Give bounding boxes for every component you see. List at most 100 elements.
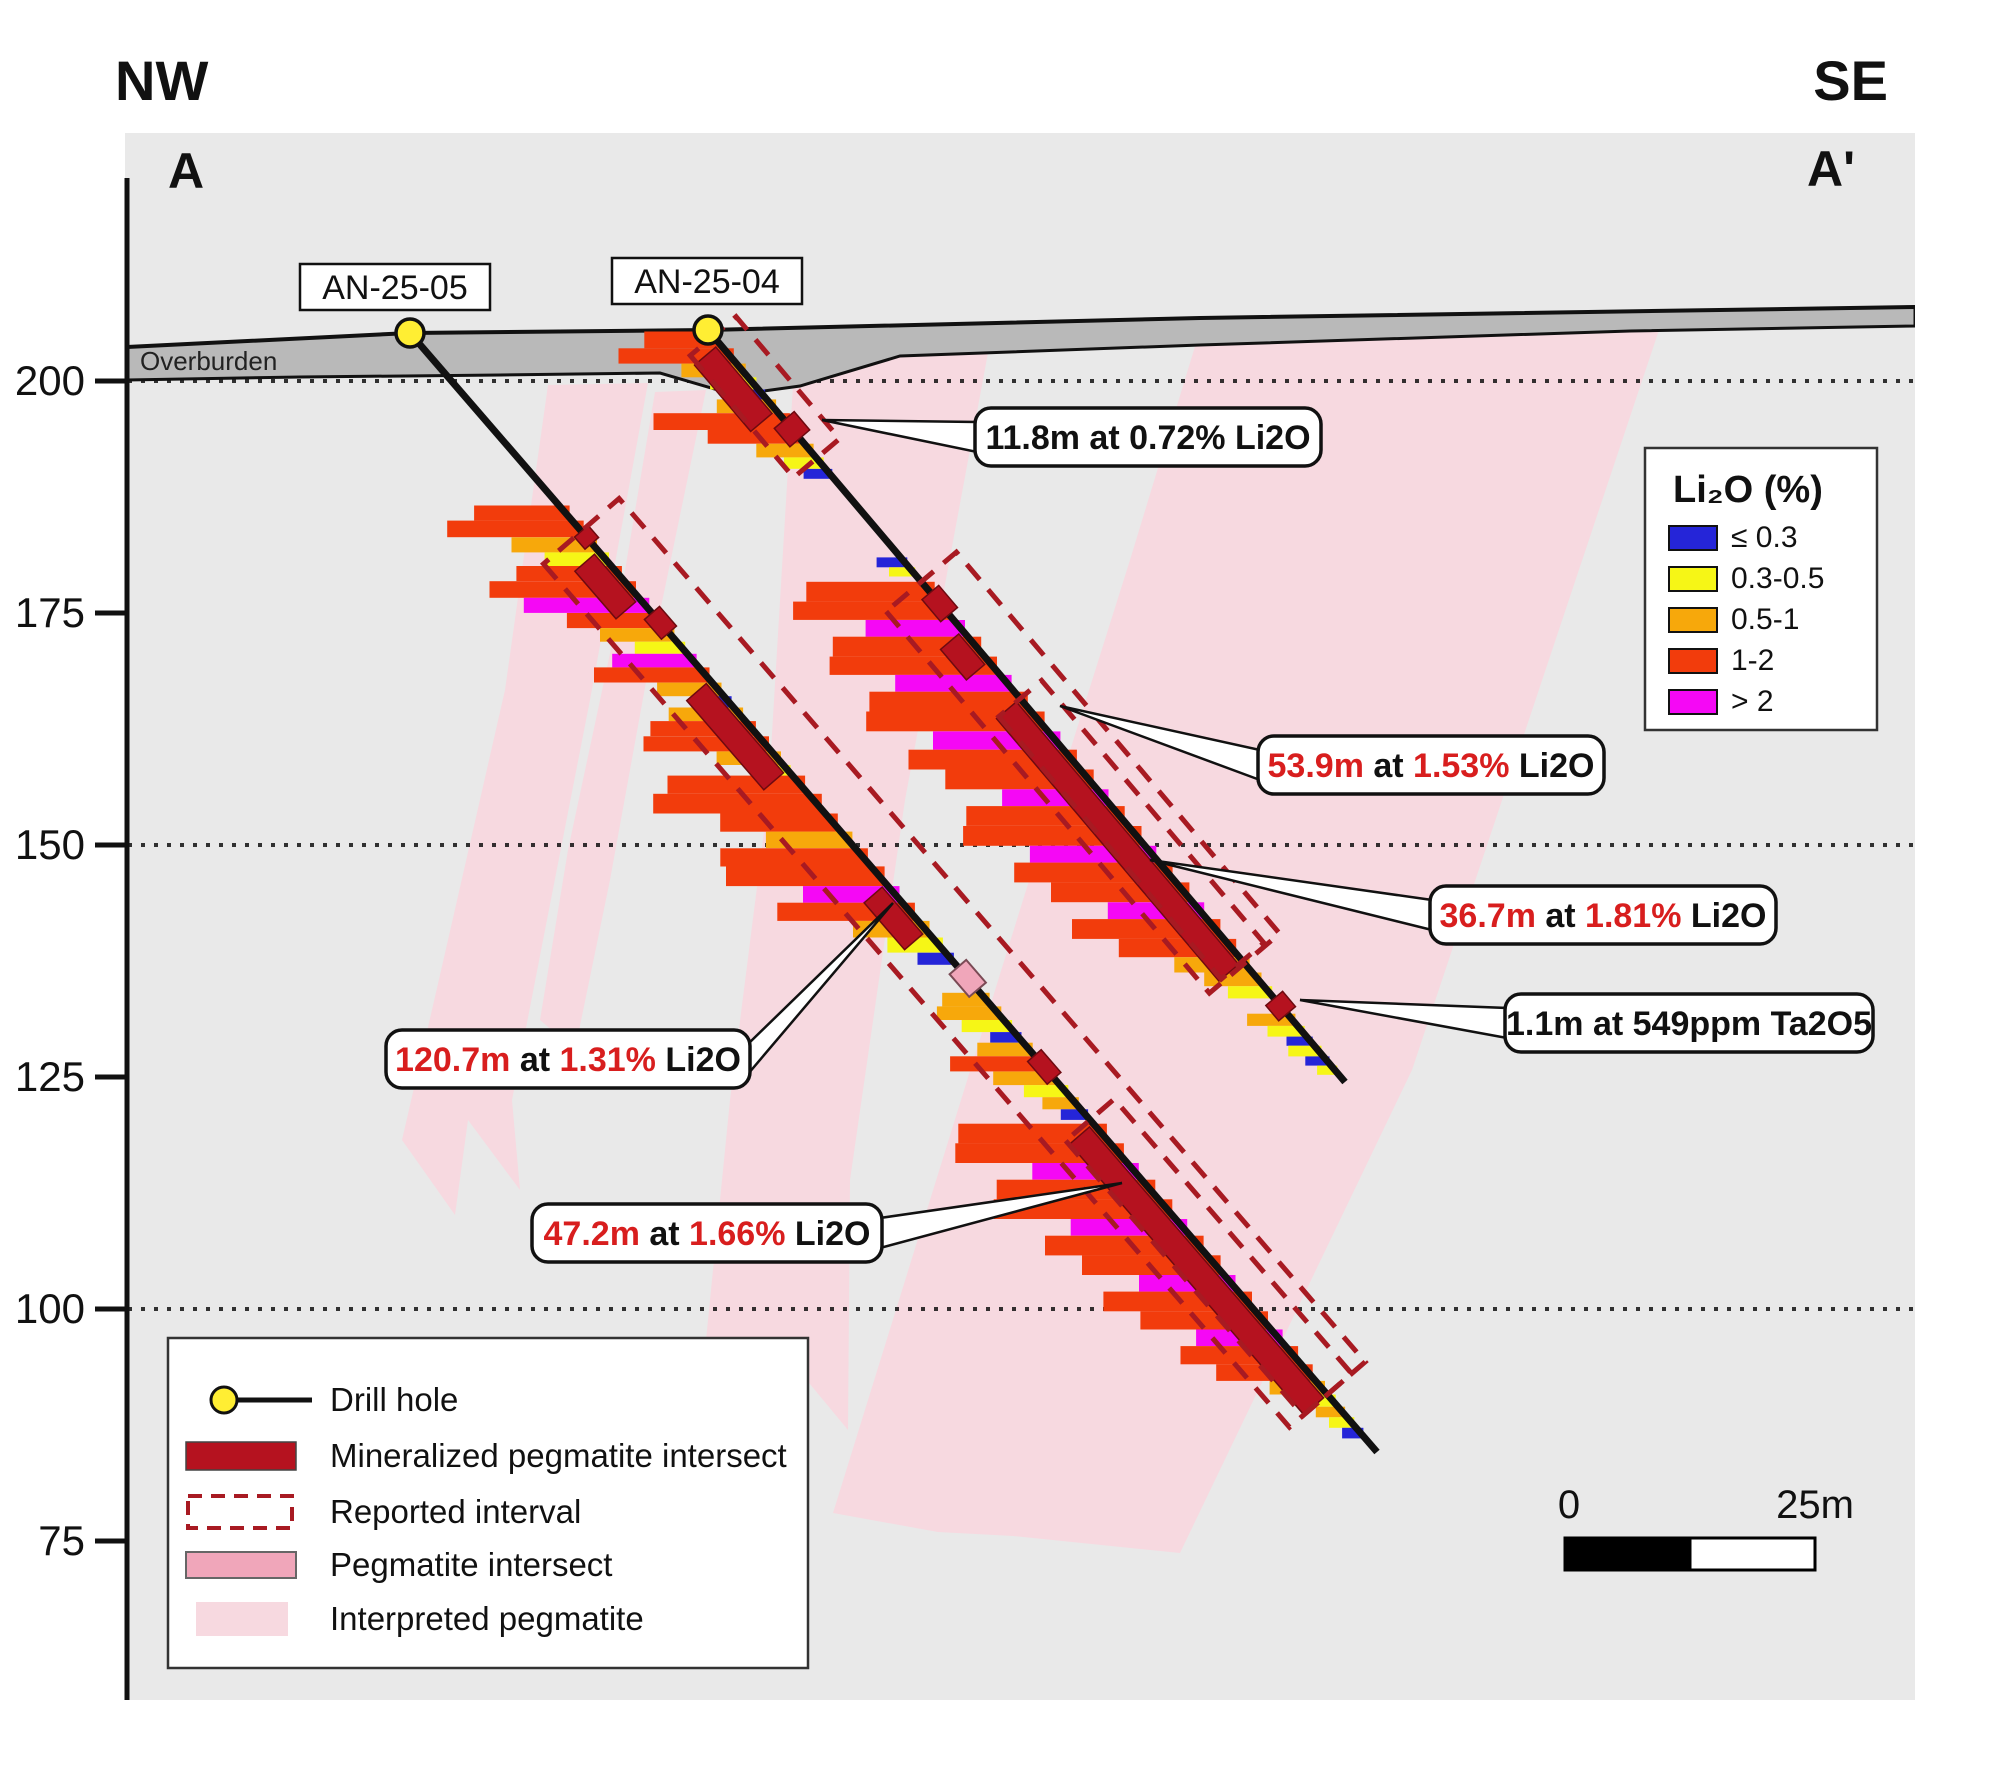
callout-text-part: Li2O — [1509, 747, 1594, 785]
reported-interval-box — [995, 676, 1268, 983]
assay-bar-le03 — [1342, 1427, 1364, 1439]
grade-label-y35: 0.3-0.5 — [1731, 562, 1824, 595]
legend-item-label-drillhole: Drill hole — [330, 1381, 458, 1418]
legend-item-label-interp: Interpreted pegmatite — [330, 1600, 644, 1637]
drill-trace — [407, 330, 1380, 1455]
mineralized-interval — [863, 886, 924, 951]
drill-label: AN-25-04 — [634, 263, 780, 301]
assay-bar-o51 — [1315, 1406, 1346, 1418]
callout-box-interval-36-7m — [1428, 884, 1778, 946]
callout-box-interval-53-9m — [1256, 734, 1606, 796]
axis-tick-label: 125 — [15, 1053, 85, 1100]
assay-bar-y35 — [1317, 1065, 1338, 1075]
callout-text-part: 1.1m at 549ppm Ta2O5 — [1506, 1005, 1872, 1043]
callout-text-part: 36.7m — [1440, 897, 1536, 935]
legend-reported-swatch — [186, 1494, 294, 1530]
mineralized-interval — [920, 584, 959, 623]
reported-interval-box — [539, 494, 1369, 1431]
assay-bar-r12 — [806, 581, 935, 602]
grade-legend-title: Li₂O (%) — [1673, 469, 1823, 511]
scale-label-25m: 25m — [1776, 1483, 1854, 1527]
legend-item-label-reported: Reported interval — [330, 1493, 581, 1530]
mineralized-interval — [693, 345, 774, 433]
reported-interval-box — [882, 548, 1284, 997]
drill-label-box — [298, 262, 492, 312]
drill-collar — [692, 314, 724, 346]
assay-bar-o51 — [977, 1042, 1033, 1057]
orientation-nw: NW — [115, 49, 208, 112]
overburden-label: Overburden — [140, 346, 277, 376]
assay-bar-le03 — [990, 1032, 1022, 1043]
scale-label-0: 0 — [1558, 1483, 1580, 1527]
grade-swatch-le03 — [1668, 525, 1718, 551]
legend-item-label-peg: Pegmatite intersect — [330, 1546, 612, 1583]
assay-bar-o51 — [511, 537, 597, 553]
callout-text-interval-ta2o5: 1.1m at 549ppm Ta2O5 — [1506, 1005, 1872, 1043]
assay-bar-y35 — [889, 567, 916, 577]
scale-bar-black — [1563, 1536, 1692, 1572]
assay-bar-y35 — [961, 1020, 1013, 1033]
callout-text-part: 1.53% — [1413, 747, 1509, 785]
axis-tick-label: 100 — [15, 1285, 85, 1332]
reported-interval-box — [1062, 1095, 1356, 1420]
orientation-se: SE — [1813, 49, 1888, 112]
callout-text-part: Li2O — [1681, 897, 1766, 935]
grade-swatch-y35 — [1668, 566, 1718, 592]
assay-bar-r12 — [667, 775, 806, 794]
assay-bar-r12 — [869, 691, 1028, 712]
assay-bar-o51 — [936, 1006, 1002, 1020]
mineralized-interval — [573, 553, 637, 620]
grade-swatch-r12 — [1668, 648, 1718, 674]
section-label-a-prime: A' — [1807, 141, 1855, 197]
grade-label-m2: > 2 — [1731, 685, 1774, 718]
assay-bar-r12 — [958, 1123, 1107, 1144]
assay-bar-y35 — [1329, 1417, 1355, 1428]
callout-box-interval-120-7m — [384, 1028, 752, 1090]
mineralized-interval — [939, 632, 986, 681]
drill-hole-an-25-05 — [407, 330, 1380, 1455]
assay-bar-o51 — [942, 992, 990, 1007]
drill-collar — [394, 317, 426, 349]
callout-text-part: at — [1536, 897, 1585, 935]
callout-box-interval-ta2o5 — [1503, 992, 1875, 1054]
callout-box-interval-11-8m — [973, 406, 1323, 468]
section-label-a: A — [168, 143, 204, 199]
interpreted-pegmatite-band — [540, 390, 706, 1050]
grade-label-r12: 1-2 — [1731, 644, 1774, 677]
grade-label-o51: 0.5-1 — [1731, 603, 1799, 636]
assay-bar-r12 — [726, 866, 885, 887]
assay-bar-r12 — [447, 520, 584, 538]
interpreted-pegmatite-band — [833, 327, 1660, 1553]
axis-tick-label: 200 — [15, 357, 85, 404]
callout-text-interval-53-9m: 53.9m at 1.53% Li2O — [1268, 747, 1595, 785]
legend-drillhole-symbol — [209, 1385, 239, 1415]
axis-tick-label: 150 — [15, 821, 85, 868]
callout-text-part: at — [640, 1215, 689, 1253]
geology-layer: Overburden — [125, 305, 1915, 1553]
axis-tick-label: 175 — [15, 589, 85, 636]
legend-item-label-mineralized: Mineralized pegmatite intersect — [330, 1437, 787, 1474]
callout-text-interval-120-7m: 120.7m at 1.31% Li2O — [395, 1041, 741, 1079]
callout-text-part: at — [510, 1041, 559, 1079]
assay-bar-r12 — [594, 667, 710, 683]
drill-label: AN-25-05 — [322, 269, 468, 307]
callout-text-interval-36-7m: 36.7m at 1.81% Li2O — [1440, 897, 1767, 935]
mineralized-interval — [773, 410, 811, 448]
assay-bar-m2 — [895, 674, 1012, 692]
callout-text-part: 47.2m — [544, 1215, 640, 1253]
assay-bar-r12 — [474, 505, 570, 521]
assay-bar-r12 — [950, 1056, 1046, 1072]
callout-text-part: 1.81% — [1585, 897, 1681, 935]
callout-text-part: Li2O — [785, 1215, 870, 1253]
callout-text-interval-11-8m: 11.8m at 0.72% Li2O — [985, 419, 1310, 457]
callout-text-part: 53.9m — [1268, 747, 1364, 785]
legend-interpreted-swatch — [196, 1602, 288, 1636]
mineralized-interval — [1026, 1048, 1062, 1086]
callout-text-part: 1.66% — [689, 1215, 785, 1253]
grade-swatch-o51 — [1668, 607, 1718, 633]
mineralized-interval — [1264, 990, 1297, 1022]
assay-bar-y35 — [634, 641, 686, 654]
assay-bar-y35 — [1023, 1085, 1069, 1098]
